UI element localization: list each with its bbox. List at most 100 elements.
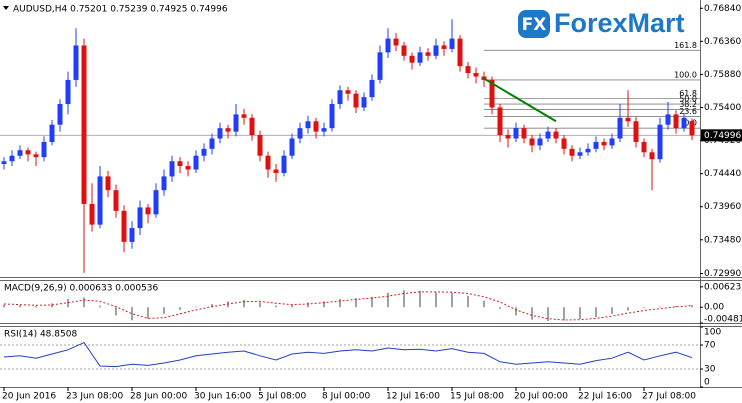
indicator-label: RSI(14) 48.8508 <box>4 330 77 340</box>
candle-body <box>57 104 63 125</box>
candle-body <box>65 79 71 105</box>
candle-body <box>313 121 319 132</box>
candle-body <box>417 52 423 63</box>
macd-bar <box>323 301 325 308</box>
x-tick-label: 12 Jul 16:00 <box>386 392 440 402</box>
rsi-line <box>3 341 693 368</box>
candle-body <box>601 141 607 146</box>
candle-body <box>257 135 263 156</box>
candle-body <box>289 138 295 156</box>
candle-body <box>433 45 439 56</box>
candle-body <box>553 131 559 139</box>
fibo-label: 38.2 <box>679 100 697 109</box>
candle-body <box>209 138 215 149</box>
candle-body <box>497 107 503 136</box>
candle-body <box>353 93 359 108</box>
macd-bar <box>131 307 133 321</box>
macd-bar <box>179 307 181 310</box>
candle-body <box>185 166 191 170</box>
candle-body <box>17 150 23 156</box>
candle-body <box>633 121 639 142</box>
candle-body <box>473 73 479 77</box>
candle-body <box>593 141 599 149</box>
candle-body <box>305 121 311 129</box>
candle-body <box>465 66 471 74</box>
candle-body <box>625 117 631 122</box>
y-tick-label: 0.76360 <box>704 37 741 47</box>
macd-bar <box>563 307 565 321</box>
candle-body <box>153 190 159 215</box>
candle-body <box>297 128 303 139</box>
logo-name: ForexMart <box>554 8 685 38</box>
candle-body <box>193 155 199 170</box>
candle-body <box>377 52 383 80</box>
macd-bar <box>419 290 421 308</box>
macd-bar <box>547 307 549 321</box>
candle-body <box>689 121 695 136</box>
macd-bar <box>275 305 277 308</box>
y-tick-label: 30 <box>704 365 716 375</box>
chart-title: AUDUSD,H4 0.75201 0.75239 0.74925 0.7499… <box>13 5 228 15</box>
macd-bar <box>611 307 613 314</box>
logo-icon <box>518 10 550 38</box>
macd-bar <box>115 307 117 316</box>
y-tick-label: 0.76840 <box>704 4 741 14</box>
macd-bar <box>371 296 373 308</box>
candle-body <box>73 45 79 80</box>
fibo-label: 50.0 <box>679 95 697 104</box>
candle-body <box>673 114 679 129</box>
macd-bar <box>403 290 405 308</box>
x-tick-label: 20 Jul 00:00 <box>514 392 568 402</box>
candle-body <box>1 161 7 164</box>
candle-body <box>617 117 623 139</box>
candle-body <box>401 45 407 56</box>
candle-body <box>113 190 119 211</box>
macd-bar <box>483 300 485 308</box>
macd-bar <box>35 305 37 308</box>
candle-body <box>201 148 207 156</box>
y-tick-label: 100 <box>704 328 721 338</box>
candle-body <box>9 155 15 162</box>
trendline <box>483 77 557 123</box>
macd-bar <box>211 303 213 308</box>
macd-bar <box>531 307 533 320</box>
macd-bar <box>627 307 629 311</box>
x-tick-label: 23 Jun 08:00 <box>66 392 123 402</box>
y-tick-label: 0.75880 <box>704 70 741 80</box>
y-tick-label: 0.74440 <box>704 169 741 179</box>
candle-body <box>225 128 231 132</box>
candle-body <box>121 210 127 242</box>
candle-body <box>521 128 527 139</box>
logo-icon-text: FX <box>522 15 547 35</box>
macd-bar <box>435 292 437 308</box>
candle-body <box>161 176 167 191</box>
x-tick-label: 22 Jul 16:00 <box>578 392 632 402</box>
candle-body <box>657 124 663 160</box>
candle-body <box>449 38 455 49</box>
candle-body <box>337 90 343 105</box>
y-tick-label: 0.75400 <box>704 103 741 113</box>
macd-signal <box>3 291 693 321</box>
macd-bar <box>195 306 197 308</box>
candle-body <box>177 161 183 167</box>
candle-body <box>321 128 327 132</box>
macd-bar <box>451 292 453 308</box>
candle-body <box>241 114 247 118</box>
candle-body <box>41 141 47 158</box>
candle-body <box>345 90 351 94</box>
candle-body <box>265 155 271 170</box>
macd-bar <box>99 305 101 308</box>
macd-bar <box>355 298 357 308</box>
y-tick-label: -0.004814 <box>704 315 742 325</box>
indicator-label: MACD(9,26,9) 0.000633 0.000536 <box>4 284 159 294</box>
candle-body <box>281 155 287 173</box>
candle-body <box>561 138 567 149</box>
fibo-label: 61.8 <box>679 89 697 98</box>
macd-bar <box>515 307 517 316</box>
macd-bar <box>83 297 85 308</box>
candle-body <box>273 169 279 173</box>
candle-body <box>33 154 39 158</box>
macd-bar <box>499 307 501 309</box>
candle-body <box>537 138 543 146</box>
y-tick-label: 0 <box>704 378 710 388</box>
